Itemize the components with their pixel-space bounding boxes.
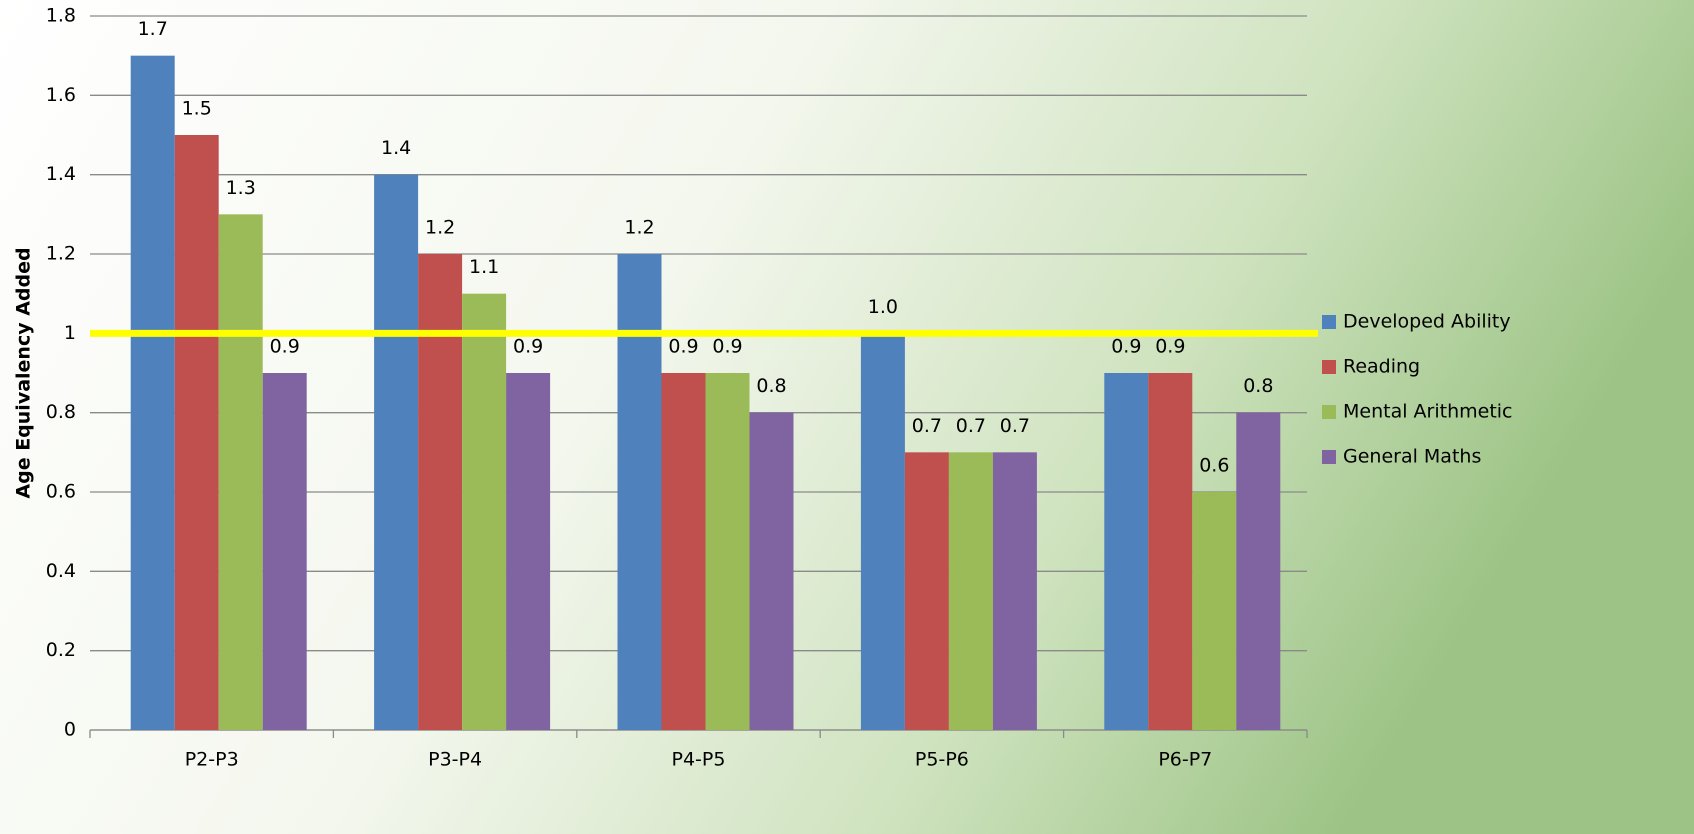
bar [462, 293, 507, 730]
data-label: 1.2 [425, 217, 455, 239]
y-tick-label: 1.6 [46, 84, 76, 106]
data-label: 0.7 [956, 415, 986, 437]
legend-swatch [1322, 405, 1336, 419]
bar [418, 254, 463, 730]
x-tick-label: P4-P5 [672, 749, 726, 771]
legend-label: Developed Ability [1343, 311, 1511, 333]
x-tick-label: P2-P3 [185, 749, 239, 771]
data-label: 1.7 [138, 18, 168, 40]
bar [1236, 412, 1281, 730]
y-axis-label: Age Equivalency Added [13, 247, 35, 498]
bar [948, 452, 993, 730]
legend-swatch [1322, 360, 1336, 374]
bar [218, 214, 263, 731]
bar [860, 333, 905, 730]
bar [374, 174, 419, 730]
data-label: 1.0 [868, 296, 898, 318]
data-label: 0.7 [1000, 415, 1030, 437]
bar [1148, 373, 1193, 730]
bar [617, 254, 662, 730]
data-label: 0.8 [1243, 375, 1273, 397]
y-tick-label: 1 [64, 322, 76, 344]
legend-label: Mental Arithmetic [1343, 401, 1513, 423]
bar [506, 373, 551, 730]
data-label: 0.9 [712, 336, 742, 358]
y-tick-label: 0.2 [46, 639, 76, 661]
bar [174, 135, 219, 730]
data-label: 0.9 [1111, 336, 1141, 358]
data-label: 1.3 [226, 177, 256, 199]
data-label: 0.7 [912, 415, 942, 437]
legend-swatch [1322, 450, 1336, 464]
legend-label: General Maths [1343, 446, 1481, 468]
y-tick-label: 1.2 [46, 243, 76, 265]
x-tick-label: P3-P4 [428, 749, 482, 771]
bar [130, 55, 175, 730]
data-label: 0.8 [756, 375, 786, 397]
data-label: 1.2 [624, 217, 654, 239]
legend-label: Reading [1343, 356, 1420, 378]
data-label: 0.9 [513, 336, 543, 358]
y-tick-label: 1.8 [46, 5, 76, 27]
y-tick-label: 0.8 [46, 401, 76, 423]
x-tick-label: P5-P6 [915, 749, 969, 771]
y-tick-label: 0.6 [46, 481, 76, 503]
bar [1192, 492, 1237, 730]
y-tick-label: 1.4 [46, 163, 76, 185]
bar [904, 452, 949, 730]
legend-swatch [1322, 315, 1336, 329]
bar [661, 373, 706, 730]
data-label: 1.4 [381, 137, 411, 159]
data-label: 0.9 [1155, 336, 1185, 358]
data-label: 1.1 [469, 256, 499, 278]
bar [1104, 373, 1149, 730]
bar [705, 373, 750, 730]
y-tick-label: 0.4 [46, 560, 76, 582]
y-tick-label: 0 [64, 719, 76, 741]
data-label: 0.9 [270, 336, 300, 358]
data-label: 0.9 [668, 336, 698, 358]
bar [749, 412, 794, 730]
bar [992, 452, 1037, 730]
data-label: 0.6 [1199, 455, 1229, 477]
x-tick-label: P6-P7 [1158, 749, 1212, 771]
bar [262, 373, 307, 730]
data-label: 1.5 [182, 98, 212, 120]
